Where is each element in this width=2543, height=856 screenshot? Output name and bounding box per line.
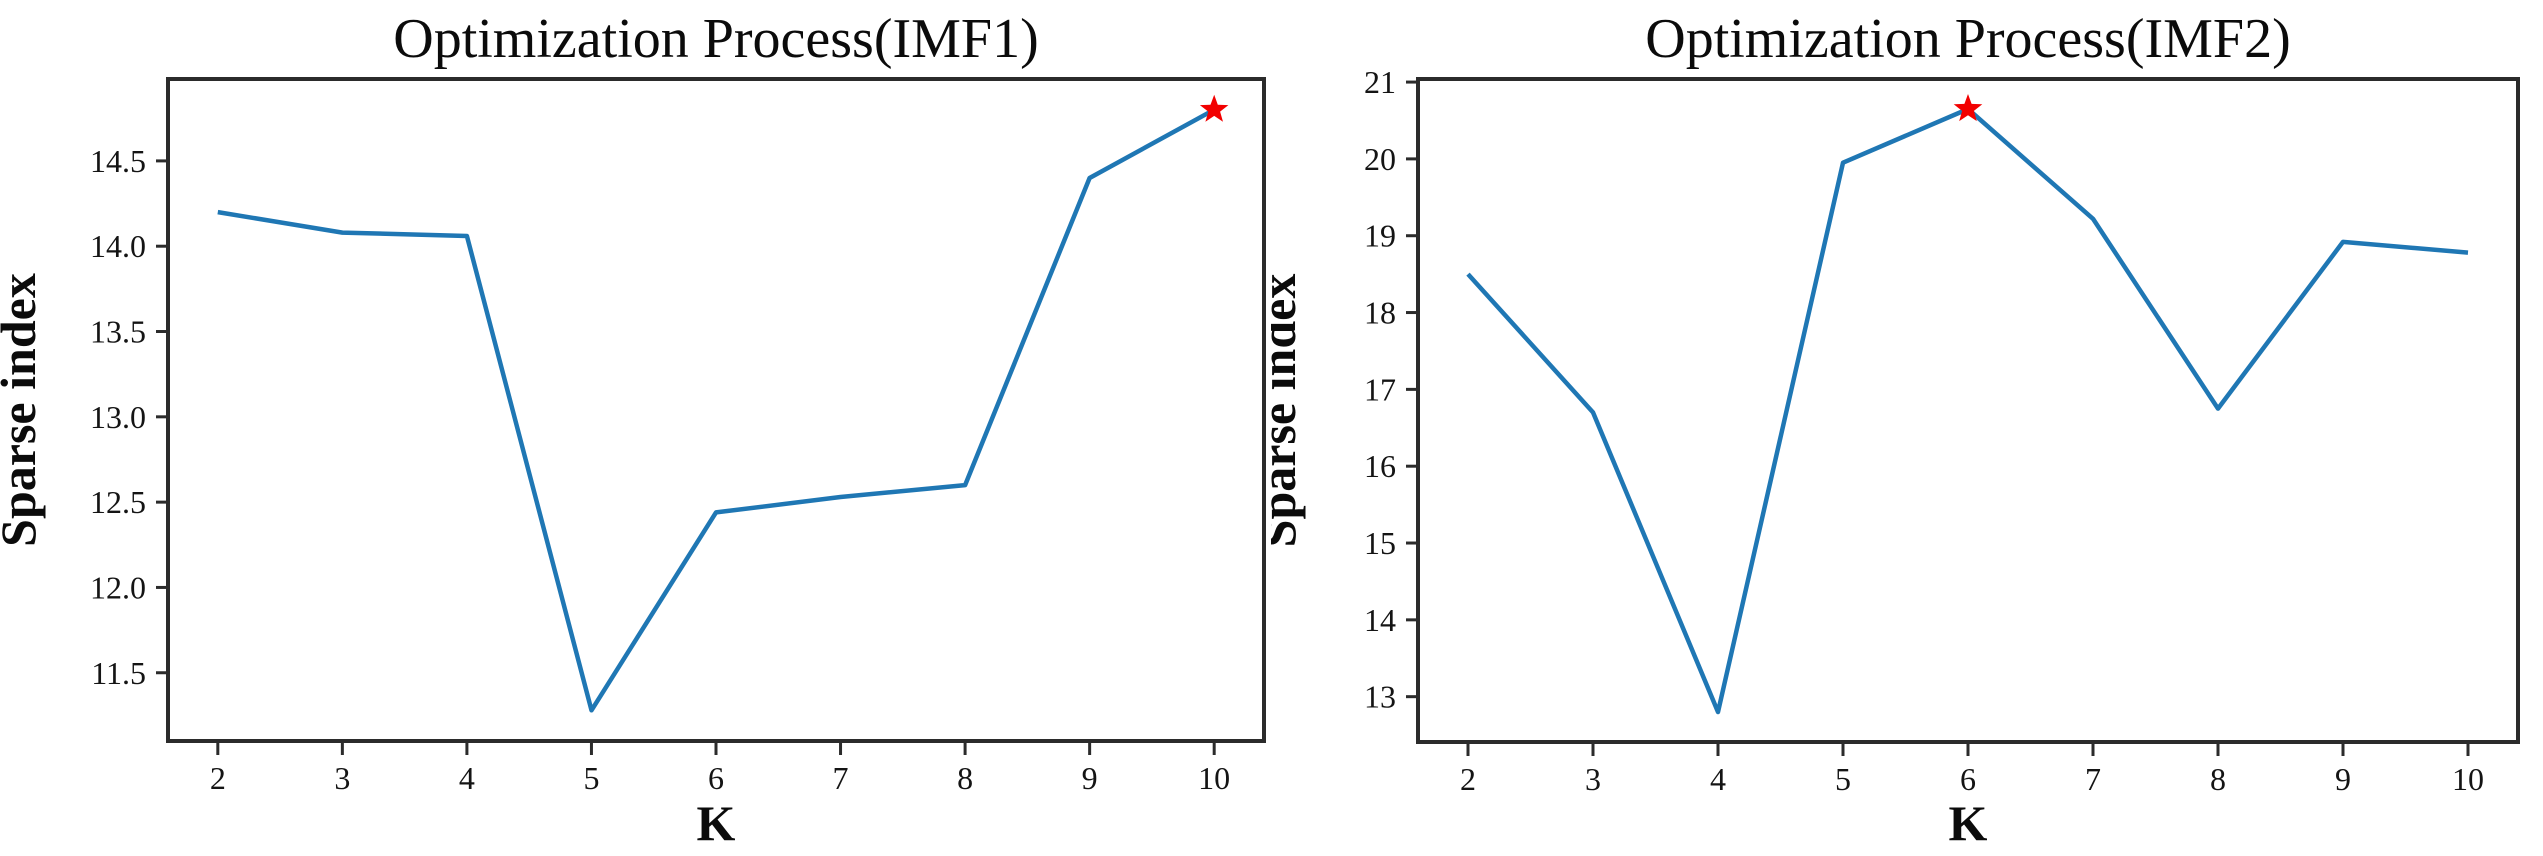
axes-frame [1416,77,2520,744]
chart-title: Optimization Process(IMF2) [1645,8,2290,70]
x-tick-label: 7 [833,760,849,796]
x-axis-ticks: 2 3 4 5 6 7 8 9 10 [1460,744,2484,797]
sparse-index-line [217,107,1216,713]
x-tick-label: 7 [2085,761,2101,797]
x-tick-label: 3 [334,760,350,796]
x-tick-label: 9 [1082,760,1098,796]
x-tick-label: 4 [1710,761,1726,797]
x-axis-label: K [697,795,736,851]
y-tick-label: 21 [1364,64,1396,100]
optimum-star-marker [1953,94,1983,122]
x-tick-label: 2 [1460,761,1476,797]
y-axis-ticks: 13 14 15 16 17 18 19 20 21 [1364,64,1416,715]
x-tick-label: 10 [1198,760,1230,796]
y-tick-label: 20 [1364,141,1396,177]
x-tick-label: 6 [1960,761,1976,797]
y-tick-label: 13.0 [90,399,146,435]
axes-frame [166,77,1266,743]
y-tick-label: 13 [1364,679,1396,715]
plot-border [1416,77,2520,744]
x-axis-ticks: 2 3 4 5 6 7 8 9 10 [210,743,1230,796]
x-tick-label: 9 [2335,761,2351,797]
x-tick-label: 5 [583,760,599,796]
y-tick-label: 12.0 [90,569,146,605]
x-tick-label: 10 [2452,761,2484,797]
y-tick-label: 19 [1364,218,1396,254]
x-tick-label: 8 [2210,761,2226,797]
y-tick-label: 12.5 [90,484,146,520]
x-tick-label: 6 [708,760,724,796]
chart-title: Optimization Process(IMF1) [393,8,1038,70]
y-axis-ticks: 11.5 12.0 12.5 13.0 13.5 14.0 14.5 [90,143,166,691]
x-tick-label: 3 [1585,761,1601,797]
optimum-star-marker [1199,94,1229,122]
y-tick-label: 14.0 [90,228,146,264]
y-axis-label: Sparse index [0,273,46,547]
y-tick-label: 11.5 [91,655,146,691]
chart-panel-imf1: 11.512.012.513.013.514.014.5 2 3 4 5 6 7 8 9 10 … [0,8,1266,851]
y-tick-label: 14 [1364,602,1396,638]
x-tick-label: 5 [1835,761,1851,797]
y-tick-label: 18 [1364,295,1396,331]
y-axis-label: Sparse index [1271,274,1306,548]
y-tick-label: 17 [1364,371,1396,407]
x-axis-label: K [1949,795,1988,851]
y-tick-label: 14.5 [90,143,146,179]
chart-panel-imf2: 13 14 15 16 17 18 19 20 21 2 3 4 5 6 7 8 9 10 Optimizati… [1271,8,2520,851]
y-tick-label: 15 [1364,525,1396,561]
x-tick-label: 2 [210,760,226,796]
plot-border [166,77,1266,743]
x-tick-label: 4 [459,760,475,796]
sparse-index-line [1466,106,2469,715]
x-tick-label: 8 [957,760,973,796]
y-tick-label: 13.5 [90,314,146,350]
y-tick-label: 16 [1364,448,1396,484]
